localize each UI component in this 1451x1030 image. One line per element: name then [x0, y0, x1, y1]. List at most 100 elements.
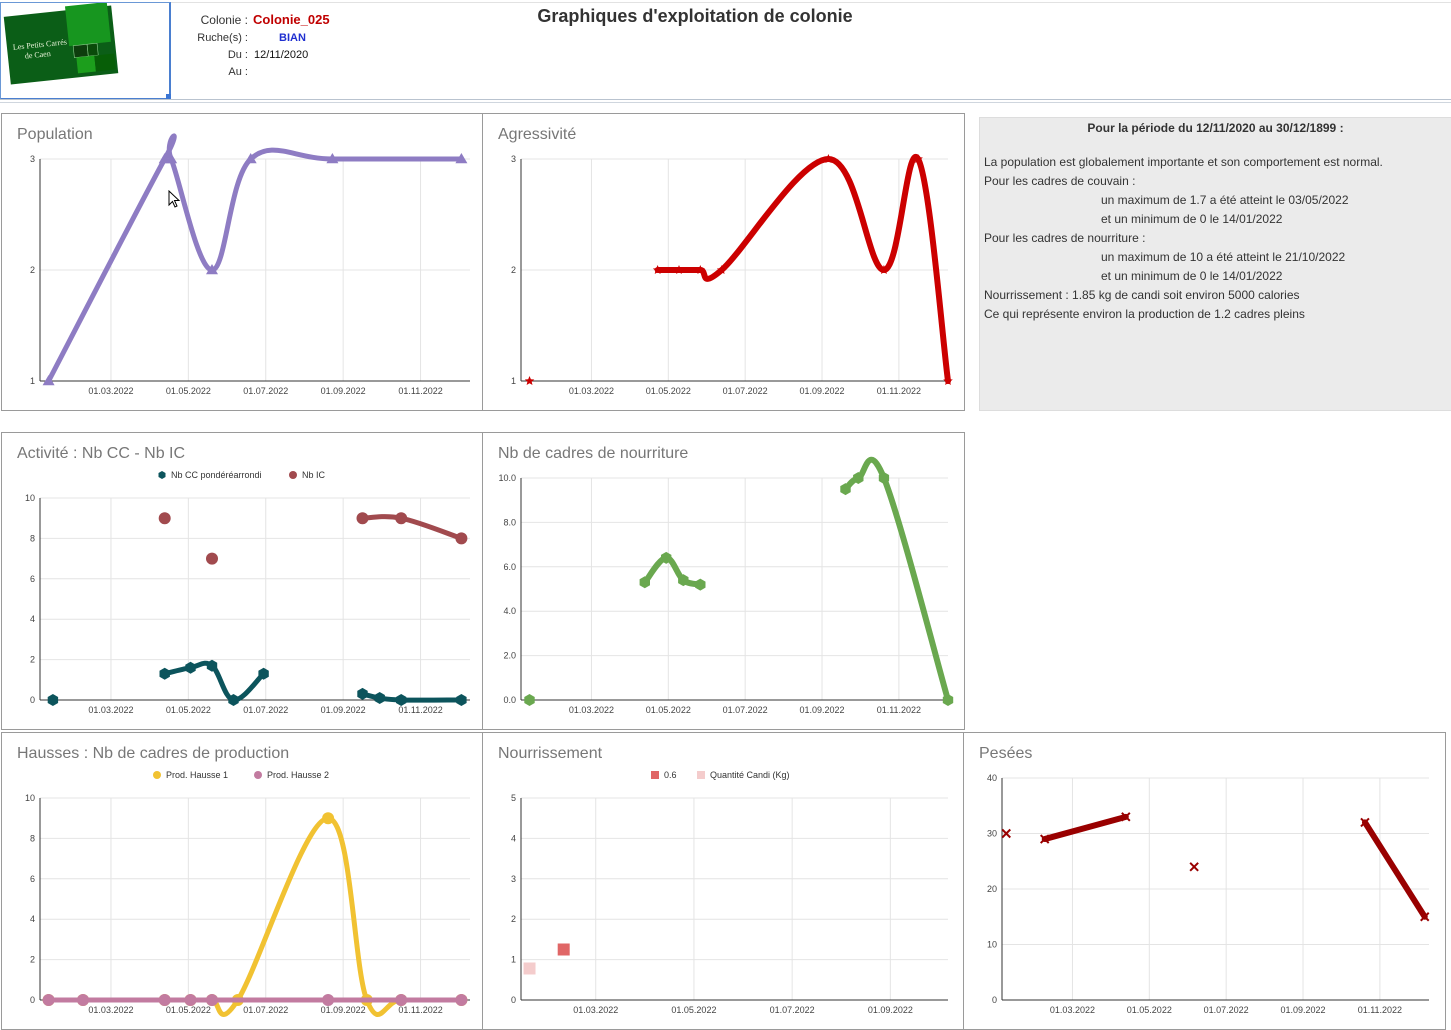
x-tick-label: 01.09.2022: [321, 1005, 366, 1015]
y-tick-label: 8: [30, 533, 35, 543]
data-point: [1039, 834, 1050, 844]
x-tick-label: 01.07.2022: [1204, 1005, 1249, 1015]
summary-line: et un minimum de 0 le 14/01/2022: [1101, 269, 1283, 283]
chart-panel-activite[interactable]: Activité : Nb CC - Nb IC 0 2 4 6 8 10 01.03.20…: [1, 432, 484, 730]
agressivite-chart[interactable]: 1 2 3 01.03.2022 01.05.2022 01.07.2022 01.09.2…: [483, 114, 964, 410]
population-chart[interactable]: 1 2 3 01.03.2022 01.05.2022 01.07.2022 01.09.2…: [2, 114, 483, 410]
x-tick-label: 01.09.2022: [800, 705, 845, 715]
nourriture-chart[interactable]: 0.0 2.0 4.0 6.0 8.0 10.0 01.03.2022 01.05.2022 0…: [483, 433, 964, 729]
x-tick-label: 01.05.2022: [166, 705, 211, 715]
x-tick-label: 01.09.2022: [1281, 1005, 1326, 1015]
y-tick-label: 6: [30, 874, 35, 884]
data-point: [395, 994, 408, 1006]
chart-title-agressivite: Agressivité: [498, 126, 577, 143]
data-point: [206, 659, 218, 672]
summary-line: La population est globalement importante…: [984, 155, 1383, 169]
data-point: [840, 483, 851, 496]
data-point: [395, 512, 408, 525]
header-divider: [0, 99, 1451, 100]
mouse-cursor-icon: [168, 190, 181, 208]
chart-panel-nourriture[interactable]: Nb de cadres de nourriture 0.0 2.0 4.0 6.0 8…: [482, 432, 965, 730]
header-divider-2: [0, 102, 1451, 103]
x-tick-label: 01.11.2022: [398, 705, 442, 715]
legend-swatch: [254, 771, 262, 779]
data-point: [326, 153, 339, 164]
data-point: [228, 694, 239, 706]
y-tick-label: 2: [30, 265, 35, 275]
y-tick-label: 2: [30, 655, 35, 665]
data-point: [557, 943, 570, 956]
series-line: [360, 514, 464, 541]
data-point: [455, 153, 468, 164]
y-tick-label: 20: [987, 884, 997, 894]
x-tick-label: 01.03.2022: [573, 1005, 618, 1015]
chart-panel-nourrissement[interactable]: Nourrissement 0 1 2 3 4 5 01.03.2022 01.05.2022…: [482, 732, 965, 1030]
data-point: [158, 512, 171, 525]
y-tick-label: 2: [30, 955, 35, 965]
x-tick-label: 01.11.2022: [877, 705, 921, 715]
legend-swatch: [697, 771, 705, 779]
logo-text-line2: de Caen: [24, 49, 51, 61]
pesees-chart[interactable]: 0 10 20 30 40 01.03.2022 01.05.2022 01.07.2022 0…: [964, 733, 1445, 1029]
summary-line: Pour les cadres de nourriture :: [984, 231, 1146, 245]
chart-title-hausses: Hausses : Nb de cadres de production: [17, 745, 290, 762]
data-point: [1121, 812, 1131, 822]
nourrissement-chart[interactable]: 0 1 2 3 4 5 01.03.2022 01.05.2022 01.07.2022 01.0…: [483, 733, 964, 1029]
series-line: [1041, 813, 1129, 843]
data-point: [322, 812, 335, 825]
y-tick-label: 0.0: [503, 695, 516, 705]
legend-swatch: [651, 771, 659, 779]
summary-line: Nourrissement : 1.85 kg de candi soit en…: [984, 288, 1300, 302]
x-tick-label: 01.05.2022: [166, 1005, 211, 1015]
legend-label: Quantité Candi (Kg): [710, 770, 790, 780]
data-point: [455, 532, 468, 545]
summary-line: un maximum de 10 a été atteint le 21/10/…: [1101, 250, 1346, 264]
ruches-label: Ruche(s) :: [197, 32, 248, 44]
data-point: [77, 994, 89, 1006]
chart-panel-pesees[interactable]: Pesées 0 10 20 30 40 01.03.2022 01.05.2022 01.0…: [963, 732, 1446, 1030]
data-point: [716, 265, 727, 274]
x-tick-label: 01.11.2022: [398, 1005, 442, 1015]
logo-image: Les Petits Carrés de Caen: [3, 1, 119, 85]
du-value: 12/11/2020: [254, 49, 309, 61]
x-tick-label: 01.09.2022: [321, 386, 366, 396]
legend-label: 0.6: [664, 770, 677, 780]
x-tick-label: 01.05.2022: [166, 386, 211, 396]
data-point: [695, 265, 706, 274]
data-point: [652, 265, 663, 274]
x-tick-label: 01.07.2022: [723, 386, 768, 396]
data-point: [661, 551, 672, 564]
hausses-chart[interactable]: 0 2 4 6 8 10 01.03.2022 01.05.2022 01.07.2022 01.…: [2, 733, 483, 1029]
summary-panel: Pour la période du 12/11/2020 au 30/12/1…: [979, 117, 1451, 411]
x-tick-label: 01.07.2022: [770, 1005, 815, 1015]
summary-line: un maximum de 1.7 a été atteint le 03/05…: [1101, 193, 1349, 207]
data-point: [159, 667, 170, 680]
series-line: [641, 554, 704, 588]
y-tick-label: 30: [987, 829, 997, 839]
data-point: [879, 265, 889, 274]
logo-cell[interactable]: Les Petits Carrés de Caen: [0, 1, 171, 100]
chart-panel-population[interactable]: Population 1 2 3 01.03.2022 01.05.2022 01.07.…: [1, 113, 484, 411]
data-point: [639, 576, 650, 589]
data-point: [523, 962, 536, 975]
y-tick-label: 10: [987, 940, 997, 950]
y-tick-label: 1: [511, 376, 516, 386]
activite-chart[interactable]: 0 2 4 6 8 10 01.03.2022 01.05.2022 01.07.2022 01.…: [2, 433, 483, 729]
legend-swatch: [153, 771, 161, 779]
au-label: Au :: [228, 66, 248, 78]
colonie-value: Colonie_025: [253, 12, 330, 27]
chart-panel-agressivite[interactable]: Agressivité 1 2 3 01.03.2022 01.05.2022 01.07…: [482, 113, 965, 411]
selection-handle[interactable]: [166, 94, 171, 99]
data-point: [823, 154, 834, 163]
data-point: [357, 687, 368, 700]
chart-panel-hausses[interactable]: Hausses : Nb de cadres de production 0 2 4…: [1, 732, 484, 1030]
series-line: [1361, 819, 1428, 920]
sheet-grid-top: [0, 0, 1451, 3]
data-point: [206, 264, 218, 275]
y-tick-label: 4.0: [503, 606, 516, 616]
data-point: [158, 994, 171, 1006]
legend-swatch: [289, 471, 297, 479]
data-point: [1001, 828, 1011, 839]
chart-title-activite: Activité : Nb CC - Nb IC: [17, 445, 186, 462]
chart-title-nourrissement: Nourrissement: [498, 745, 603, 762]
